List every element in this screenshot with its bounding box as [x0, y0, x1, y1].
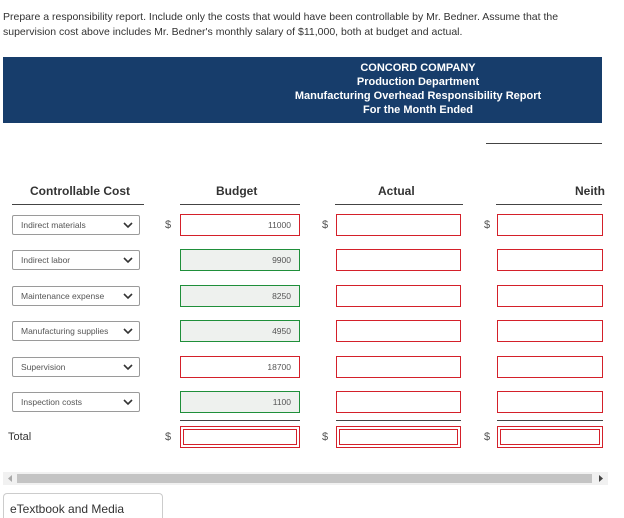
budget-input-3[interactable]: 8250	[180, 285, 300, 307]
etextbook-media-tab[interactable]: eTextbook and Media	[3, 493, 163, 518]
header-underline	[180, 204, 300, 205]
actual-input-6[interactable]	[336, 391, 461, 413]
cost-select-4[interactable]: Manufacturing supplies	[12, 321, 140, 341]
dollar-sign: $	[165, 219, 172, 231]
report-header: CONCORD COMPANY Production Department Ma…	[3, 57, 602, 123]
period-date-line	[486, 143, 602, 144]
actual-input-1[interactable]	[336, 214, 461, 236]
chevron-down-icon	[123, 399, 133, 406]
header-underline	[12, 204, 144, 205]
etextbook-media-label: eTextbook and Media	[10, 502, 125, 516]
actual-input-2[interactable]	[336, 249, 461, 271]
budget-input-4[interactable]: 4950	[180, 320, 300, 342]
neither-input-3[interactable]	[497, 285, 603, 307]
instructions: Prepare a responsibility report. Include…	[3, 11, 559, 38]
budget-input-1[interactable]: 11000	[180, 214, 300, 236]
chevron-down-icon	[123, 293, 133, 300]
cost-select-3[interactable]: Maintenance expense	[12, 286, 140, 306]
chevron-down-icon	[123, 257, 133, 264]
chevron-down-icon	[123, 222, 133, 229]
budget-total-input[interactable]	[180, 426, 300, 448]
dollar-sign: $	[322, 219, 329, 231]
neither-total-input[interactable]	[497, 426, 603, 448]
scroll-right-arrow-icon[interactable]	[595, 472, 607, 485]
department-name: Production Department	[356, 76, 480, 88]
total-rule	[336, 420, 461, 421]
budget-header: Budget	[216, 184, 258, 198]
horizontal-scrollbar[interactable]	[3, 472, 608, 485]
dollar-sign: $	[322, 431, 329, 443]
dollar-sign: $	[484, 431, 491, 443]
dollar-sign: $	[484, 219, 491, 231]
header-underline	[496, 204, 602, 205]
chevron-down-icon	[123, 364, 133, 371]
total-label: Total	[8, 431, 32, 443]
chevron-down-icon	[123, 328, 133, 335]
company-name: CONCORD COMPANY	[360, 62, 476, 74]
total-rule	[180, 420, 300, 421]
actual-input-4[interactable]	[336, 320, 461, 342]
actual-input-3[interactable]	[336, 285, 461, 307]
budget-input-2[interactable]: 9900	[180, 249, 300, 271]
cost-select-label: Inspection costs	[21, 397, 82, 407]
cost-select-2[interactable]: Indirect labor	[12, 250, 140, 270]
neither-input-6[interactable]	[497, 391, 603, 413]
cost-select-label: Manufacturing supplies	[21, 326, 109, 336]
neither-input-1[interactable]	[497, 214, 603, 236]
cost-select-label: Maintenance expense	[21, 291, 105, 301]
cost-select-1[interactable]: Indirect materials	[12, 215, 140, 235]
scrollbar-thumb[interactable]	[17, 474, 592, 483]
actual-input-5[interactable]	[336, 356, 461, 378]
cost-select-label: Indirect labor	[21, 255, 71, 265]
neither-input-2[interactable]	[497, 249, 603, 271]
cost-select-5[interactable]: Supervision	[12, 357, 140, 377]
scroll-left-arrow-icon[interactable]	[4, 472, 16, 485]
budget-input-5[interactable]: 18700	[180, 356, 300, 378]
total-rule	[497, 420, 603, 421]
actual-total-input[interactable]	[336, 426, 461, 448]
cost-select-label: Indirect materials	[21, 220, 86, 230]
header-underline	[335, 204, 463, 205]
dollar-sign: $	[165, 431, 172, 443]
cost-select-6[interactable]: Inspection costs	[12, 392, 140, 412]
controllable-cost-header: Controllable Cost	[30, 184, 131, 198]
neither-input-4[interactable]	[497, 320, 603, 342]
report-period: For the Month Ended	[363, 104, 473, 116]
neither-input-5[interactable]	[497, 356, 603, 378]
neither-header: Neith	[575, 184, 605, 198]
cost-select-label: Supervision	[21, 362, 66, 372]
budget-input-6[interactable]: 1100	[180, 391, 300, 413]
actual-header: Actual	[378, 184, 415, 198]
report-title: Manufacturing Overhead Responsibility Re…	[294, 90, 542, 102]
